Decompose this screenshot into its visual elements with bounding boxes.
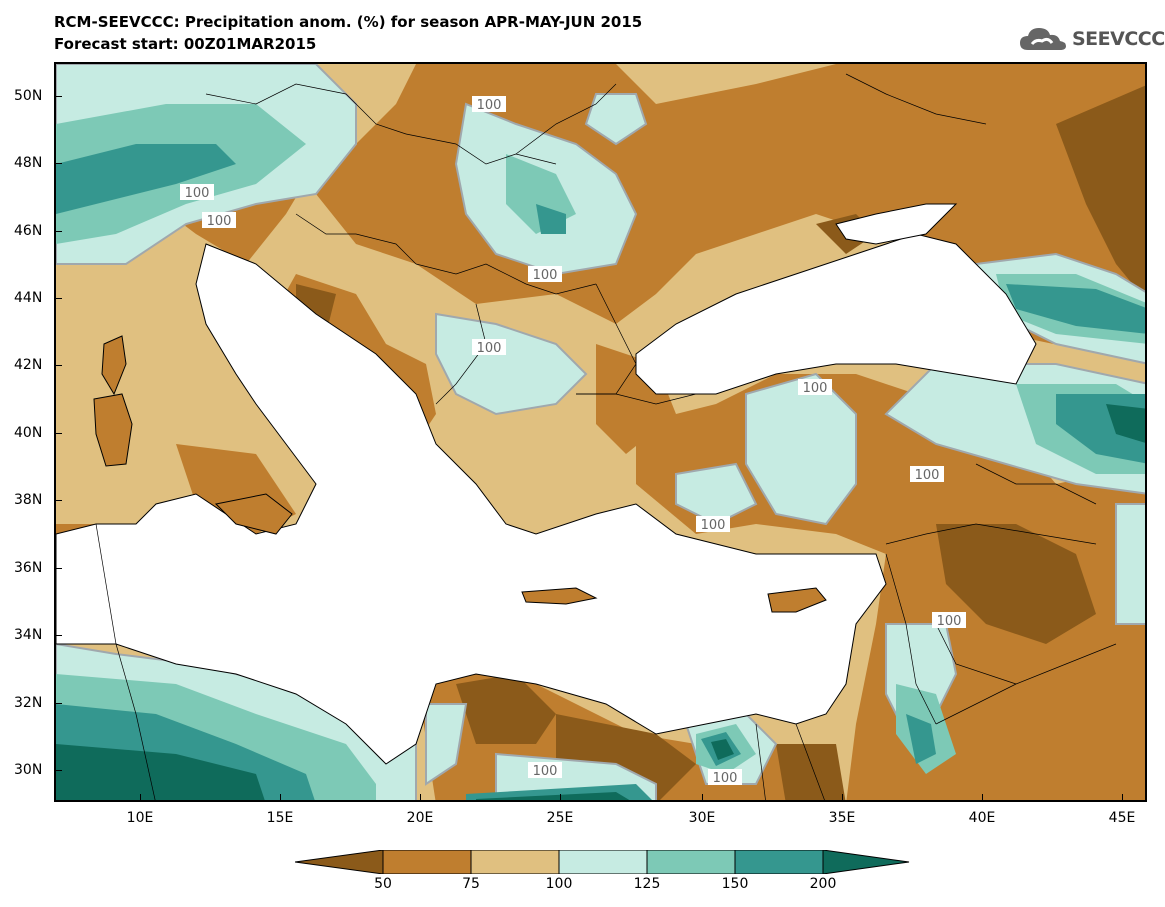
- contour-label-bg: [180, 184, 214, 200]
- colorbar-lt50: [295, 850, 384, 874]
- contour-label-100: 100: [701, 518, 726, 533]
- lon-label-25e: 25E: [546, 810, 574, 826]
- map-area: 100 100 100 100 100 100 100 100 100 100 …: [54, 62, 1147, 802]
- anomaly-map: 100 100 100 100 100 100 100 100 100 100 …: [56, 64, 1145, 800]
- lon-label-40e: 40E: [968, 810, 996, 826]
- lon-tick: [140, 794, 141, 802]
- lat-label-40n: 40N: [14, 425, 43, 441]
- lon-label-10e: 10E: [126, 810, 154, 826]
- colorbar-label-100: 100: [545, 876, 573, 892]
- contour-label-100: 100: [185, 186, 210, 201]
- lon-label-20e: 20E: [406, 810, 434, 826]
- lon-tick: [1122, 794, 1123, 802]
- lon-label-15e: 15E: [266, 810, 294, 826]
- contour-label-100: 100: [533, 268, 558, 283]
- lat-label-46n: 46N: [14, 223, 43, 239]
- contour-label-bg: [696, 516, 730, 532]
- contour-label-100: 100: [915, 468, 940, 483]
- lat-tick: [54, 163, 62, 164]
- contour-labels: 100 100 100 100 100 100 100 100 100 100 …: [180, 96, 966, 786]
- contour-label-bg: [472, 96, 506, 112]
- lon-tick: [560, 794, 561, 802]
- lon-label-35e: 35E: [828, 810, 856, 826]
- lat-tick: [54, 770, 62, 771]
- lon-tick: [842, 794, 843, 802]
- lat-tick: [54, 231, 62, 232]
- country-borders: [95, 73, 1117, 800]
- lat-label-34n: 34N: [14, 627, 43, 643]
- colorbar-gt200: [822, 850, 910, 874]
- contour-label-100: 100: [713, 771, 738, 786]
- colorbar-label-75: 75: [462, 876, 480, 892]
- lon-tick: [982, 794, 983, 802]
- lat-label-44n: 44N: [14, 290, 43, 306]
- colorbar-125-150: [646, 850, 736, 874]
- logo-text: SEEVCCC: [1072, 28, 1165, 50]
- title-line-2: Forecast start: 00Z01MAR2015: [54, 35, 317, 53]
- lat-label-42n: 42N: [14, 357, 43, 373]
- lat-tick: [54, 703, 62, 704]
- lat-label-48n: 48N: [14, 155, 43, 171]
- contour-label-bg: [528, 762, 562, 778]
- lon-tick: [420, 794, 421, 802]
- contour-label-100: 100: [533, 764, 558, 779]
- contour-label-bg: [910, 466, 944, 482]
- contour-label-100: 100: [207, 214, 232, 229]
- contour-label-bg: [798, 379, 832, 395]
- anomaly-gt200: [56, 404, 1145, 800]
- colorbar-label-150: 150: [721, 876, 749, 892]
- lon-tick: [280, 794, 281, 802]
- contour-label-bg: [202, 212, 236, 228]
- colorbar-75-100: [470, 850, 560, 874]
- lat-label-38n: 38N: [14, 492, 43, 508]
- contour-label-100: 100: [477, 341, 502, 356]
- lat-tick: [54, 433, 62, 434]
- lat-label-36n: 36N: [14, 560, 43, 576]
- seevccc-logo: SEEVCCC: [1018, 22, 1165, 56]
- contour-label-bg: [932, 612, 966, 628]
- lat-label-30n: 30N: [14, 762, 43, 778]
- islands: [93, 335, 827, 613]
- colorbar-label-125: 125: [633, 876, 661, 892]
- lat-tick: [54, 500, 62, 501]
- contour-label-100: 100: [803, 381, 828, 396]
- contour-label-100: 100: [937, 614, 962, 629]
- lat-label-50n: 50N: [14, 88, 43, 104]
- lat-tick: [54, 568, 62, 569]
- contour-label-bg: [472, 339, 506, 355]
- colorbar-100-125: [558, 850, 648, 874]
- contour-label-100: 100: [477, 98, 502, 113]
- cloud-icon: [1020, 28, 1066, 50]
- lon-label-45e: 45E: [1108, 810, 1136, 826]
- colorbar: [295, 850, 910, 874]
- lat-tick: [54, 298, 62, 299]
- lat-tick: [54, 96, 62, 97]
- sea-areas: [56, 203, 1037, 765]
- contour-label-bg: [528, 266, 562, 282]
- colorbar-150-200: [734, 850, 824, 874]
- colorbar-label-200: 200: [809, 876, 837, 892]
- contour-label-bg: [708, 769, 742, 785]
- lat-label-32n: 32N: [14, 695, 43, 711]
- colorbar-label-50: 50: [374, 876, 392, 892]
- lat-tick: [54, 635, 62, 636]
- lon-tick: [702, 794, 703, 802]
- title-line-1: RCM-SEEVCCC: Precipitation anom. (%) for…: [54, 13, 643, 31]
- lat-tick: [54, 365, 62, 366]
- colorbar-50-75: [382, 850, 472, 874]
- lon-label-30e: 30E: [688, 810, 716, 826]
